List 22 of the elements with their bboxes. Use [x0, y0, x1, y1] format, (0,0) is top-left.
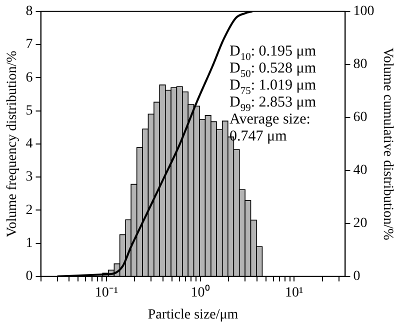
y2-tick-label: 20 — [353, 216, 368, 232]
y-tick-label: 0 — [26, 269, 33, 284]
y-tick-label: 8 — [26, 4, 33, 20]
y-tick-label: 5 — [26, 103, 33, 118]
y-tick-label: 7 — [26, 37, 33, 52]
x-tick-label: 10⁻¹ — [94, 285, 118, 300]
y-tick-label: 4 — [26, 136, 33, 152]
y2-tick-label: 60 — [353, 110, 368, 126]
annotation: Average size: 0.747 μm — [230, 111, 310, 144]
y2-tick-label: 0 — [353, 269, 360, 284]
x-axis-title: Particle size/μm — [148, 307, 238, 322]
y2-tick-label: 80 — [353, 57, 368, 72]
y-tick-label: 6 — [26, 70, 33, 86]
y-tick-label: 1 — [26, 236, 33, 251]
y2-tick-label: 40 — [353, 163, 368, 178]
x-tick-label: 10¹ — [285, 285, 304, 300]
x-tick-label: 10⁰ — [190, 284, 210, 300]
y-axis-title: Volume frequency distribution/% — [5, 50, 20, 238]
y2-axis-title: Volume cumulative distribution/% — [380, 48, 395, 241]
y2-tick-label: 100 — [353, 4, 374, 20]
y-tick-label: 2 — [26, 202, 33, 218]
y-tick-label: 3 — [26, 170, 33, 185]
